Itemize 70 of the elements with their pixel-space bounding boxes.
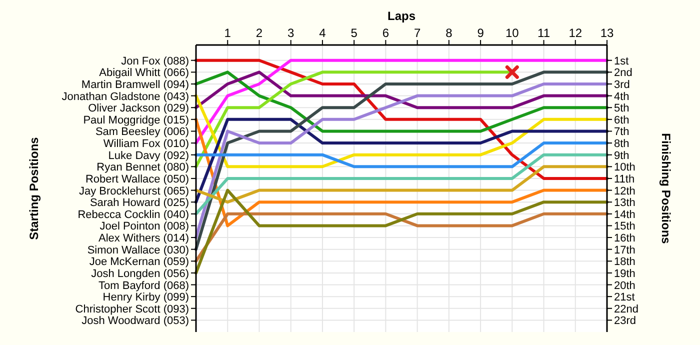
text: Jonathan Gladstone (043) (62, 90, 189, 103)
y-tick-label: 10th (614, 162, 636, 174)
y-tick-label: 23rd (614, 315, 636, 328)
text: Christopher Scott (093) (75, 303, 189, 316)
y-tick-label: 5th (614, 102, 630, 115)
x-tick-label: 8 (446, 26, 453, 40)
x-tick-label: 3 (288, 26, 294, 40)
x-tick-label: 1 (224, 26, 232, 40)
x-tick-label: 4 (319, 26, 326, 40)
text: Jon Fox (088) (121, 55, 189, 68)
text: Paul Moggridge (015) (83, 114, 189, 126)
x-tick-label: 13 (600, 26, 614, 40)
x-tick-label: 9 (477, 26, 484, 40)
text: Jay Brocklehurst (065) (78, 185, 189, 198)
y-tick-label: 14th (614, 208, 636, 221)
line-series (194, 118, 608, 204)
y-tick-label: 22nd (614, 303, 638, 316)
y-tick-label: 20th (614, 280, 636, 292)
x-tick-label: 12 (568, 26, 582, 40)
text: Josh Woodward (053) (82, 315, 189, 328)
text: Ryan Bennet (080) (96, 162, 189, 174)
x-tick-label: 7 (414, 26, 421, 40)
line-series (194, 118, 608, 228)
line-series (194, 70, 608, 133)
line-series (194, 58, 608, 145)
y-tick-label: 9th (614, 150, 630, 162)
text: Sarah Howard (025) (90, 197, 189, 210)
x-axis-title: Laps (387, 9, 416, 23)
y-tick-label: 1st (614, 55, 629, 68)
y-tick-label: 17th (614, 244, 636, 256)
text: Robert Wallace (050) (85, 173, 189, 186)
x-tick-label: 6 (382, 26, 390, 40)
text: Oliver Jackson (029) (88, 102, 189, 115)
line-series (194, 188, 608, 274)
y-tick-label: 7th (614, 126, 630, 138)
y-tick-label: 11th (614, 173, 635, 186)
text: Joel Pointon (008) (100, 220, 189, 233)
y-tick-label: 18th (614, 256, 636, 268)
text: Tom Bayford (068) (98, 280, 189, 292)
y-tick-label: 21st (614, 292, 635, 304)
text: Josh Longden (056) (91, 268, 189, 280)
line-series (194, 58, 608, 180)
y-tick-label: 8th (614, 138, 630, 150)
y-axis-title: Finishing Positions (659, 133, 673, 244)
y-tick-label: 13th (614, 197, 636, 210)
x-tick-label: 10 (505, 26, 520, 40)
y-tick-label: 3rd (614, 78, 630, 91)
y-tick-label: 15th (614, 220, 636, 233)
text: Luke Davy (092) (108, 150, 189, 162)
text: Sam Beesley (006) (95, 126, 189, 138)
text: William Fox (010) (103, 138, 189, 150)
text: Starting Positions (27, 136, 41, 240)
text: Simon Wallace (030) (87, 244, 189, 256)
line-series (194, 70, 608, 110)
y-tick-label: 6th (614, 114, 630, 126)
text: Henry Kirby (099) (102, 292, 189, 304)
y-tick-label: 4th (614, 90, 630, 103)
text: Abigail Whitt (066) (99, 67, 189, 80)
y-tick-label: 16th (614, 232, 636, 245)
x-tick-label: 11 (538, 26, 550, 40)
x-tick-label: 5 (350, 26, 358, 40)
y-tick-label: 19th (614, 268, 636, 280)
line-series (194, 94, 608, 168)
text: Martin Bramwell (094) (81, 78, 189, 91)
y-tick-label: 2nd (614, 67, 632, 80)
text: Alex Withers (014) (98, 232, 189, 245)
text: Joe McKernan (059) (89, 256, 189, 268)
text: Rebecca Cocklin (040) (78, 208, 189, 221)
y-tick-label: 12th (614, 185, 636, 198)
x-tick-label: 2 (256, 26, 263, 40)
